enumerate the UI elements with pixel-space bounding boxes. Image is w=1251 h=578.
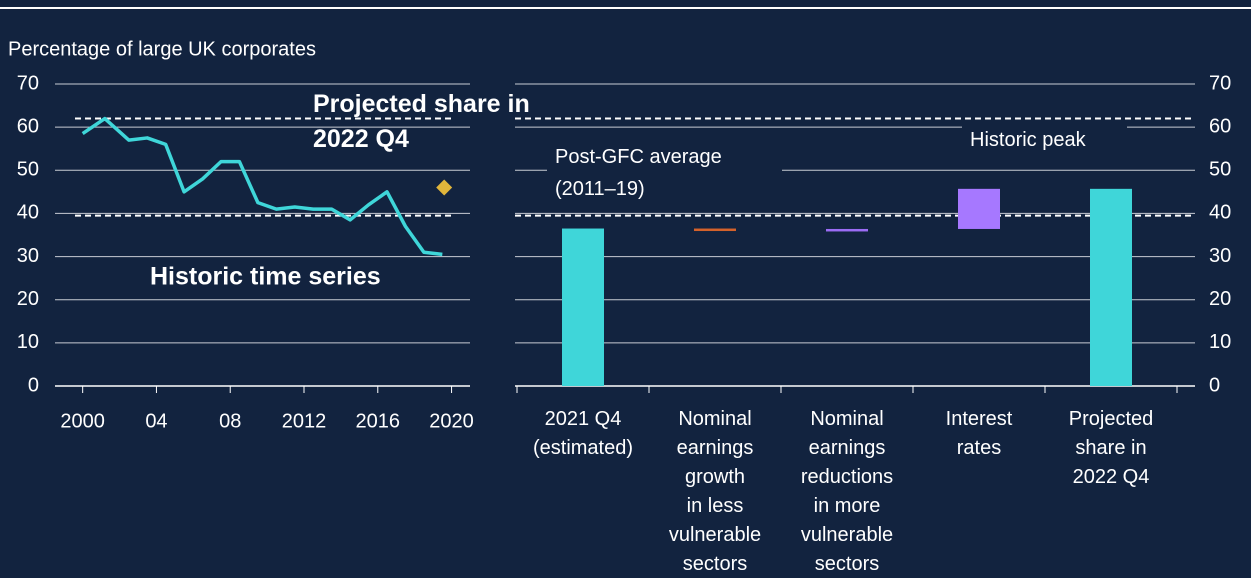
x-tick-label: 2021 Q4 (estimated) [533,408,633,459]
y-tick-label: 20 [1209,288,1231,310]
x-tick-label: Interest rates [946,408,1013,459]
line-series [81,116,443,257]
bar [694,228,736,232]
bar [1090,188,1132,386]
y-tick-label: 0 [1209,374,1220,396]
y-tick-label: 10 [1209,331,1231,353]
x-tick-label: 08 [219,410,241,432]
y-tick-label: 70 [1209,72,1231,94]
label-background [962,125,1127,155]
x-tick-label: 2000 [60,410,105,432]
y-tick-label: 30 [17,245,39,267]
y-tick-label: 60 [1209,115,1231,137]
x-tick-label: Nominal earnings growth in less vulnerable se… [669,408,761,575]
projection-label: Projected share in 2022 Q4 [313,90,530,153]
y-tick-label: 30 [1209,245,1231,267]
bar [958,188,1000,229]
y-tick-label: 0 [28,374,39,396]
y-tick-label: 40 [17,202,39,224]
y-tick-label: 40 [1209,202,1231,224]
y-axis-label: Percentage of large UK corporates [8,38,316,60]
y-tick-label: 50 [17,159,39,181]
x-tick-label: 04 [145,410,167,432]
reference-label: Post-GFC average (2011–19) [555,146,722,200]
projection-point [436,179,453,196]
x-tick-label: Projected share in 2022 Q4 [1069,408,1154,488]
y-tick-label: 60 [17,115,39,137]
y-tick-label: 70 [17,72,39,94]
x-tick-label: 2016 [356,410,401,432]
bar [826,228,868,232]
label-background [547,142,782,206]
series-label: Historic time series [150,263,381,291]
x-tick-label: Nominal earnings reductions in more vulnerab… [801,408,893,575]
reference-label: Historic peak [970,129,1087,151]
x-tick-label: 2020 [429,410,474,432]
y-tick-label: 50 [1209,159,1231,181]
y-tick-label: 20 [17,288,39,310]
y-tick-label: 10 [17,331,39,353]
bar [562,228,604,386]
x-tick-label: 2012 [282,410,327,432]
